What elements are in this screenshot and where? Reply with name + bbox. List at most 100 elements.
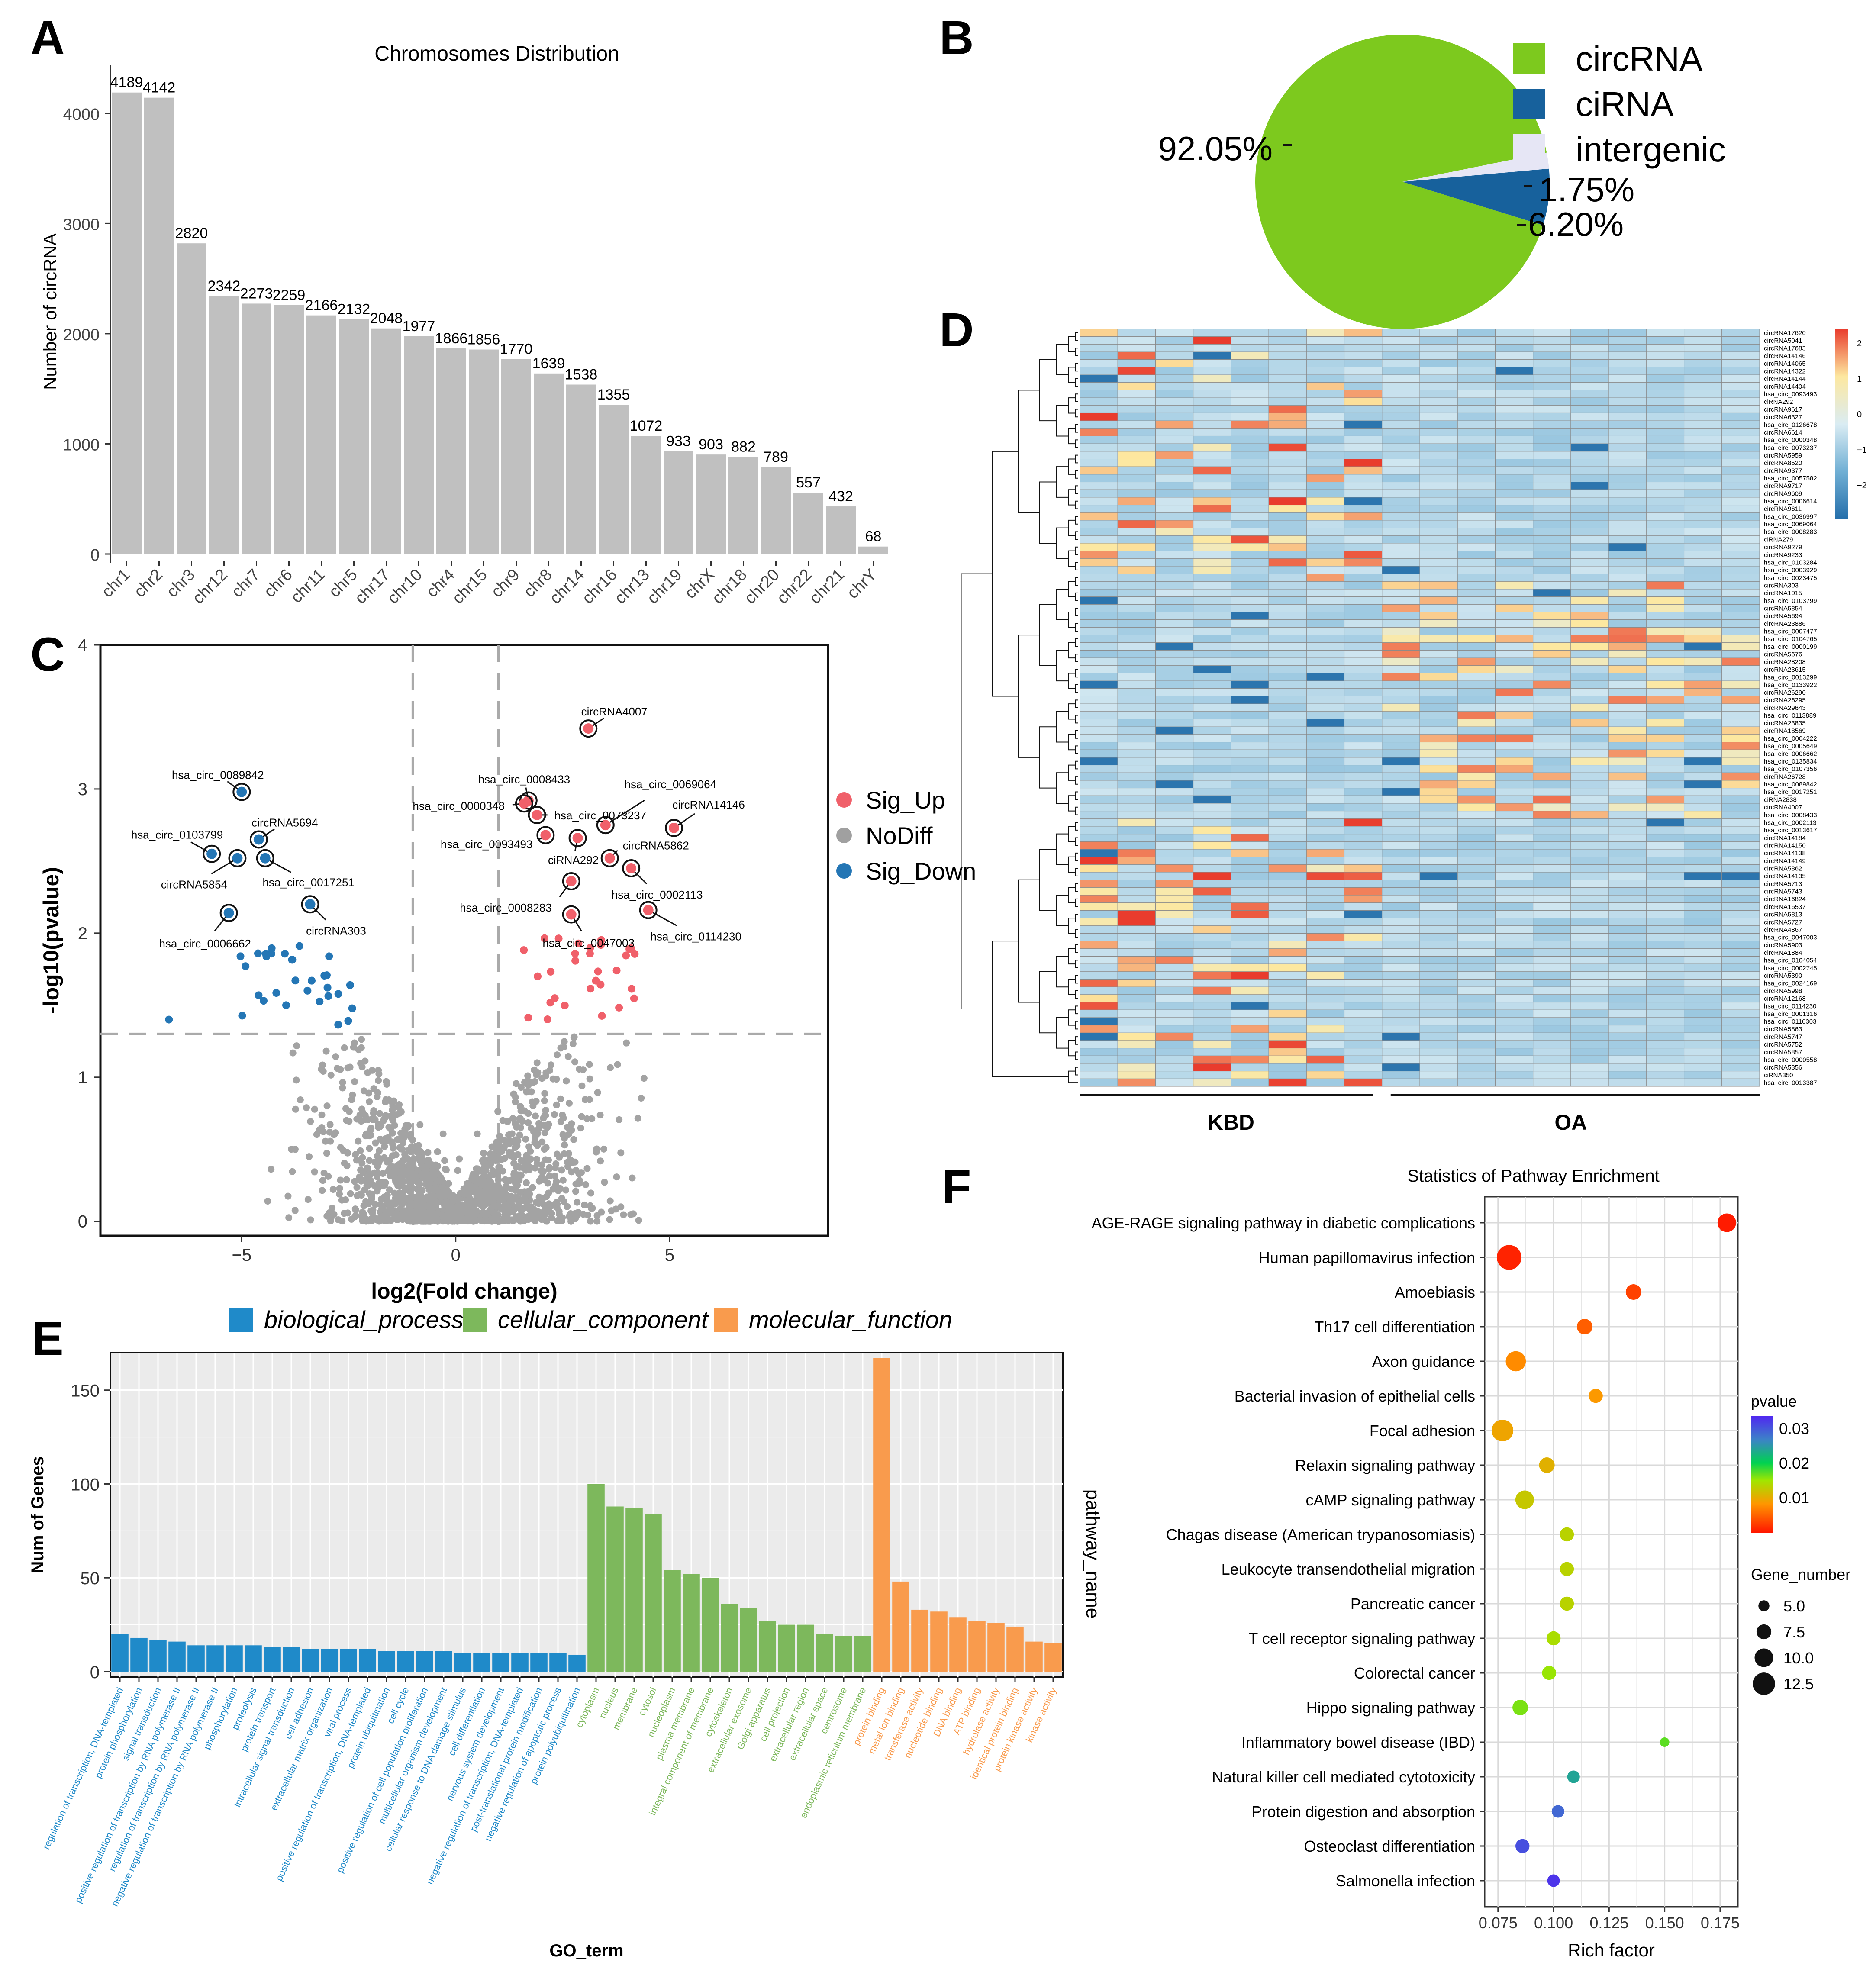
heatmap-cell xyxy=(1080,749,1118,758)
nodiff-point xyxy=(410,1146,418,1153)
heatmap-cell xyxy=(1419,1063,1458,1072)
heatmap-cell xyxy=(1570,551,1609,559)
heatmap-cell xyxy=(1382,535,1420,544)
heatmap-cell xyxy=(1155,933,1194,941)
nodiff-point xyxy=(537,1210,544,1218)
heatmap-cell xyxy=(1495,535,1534,544)
heatmap-cell xyxy=(1570,902,1609,911)
heatmap-row-label: hsa_circ_0047003 xyxy=(1764,934,1817,941)
heatmap-cell xyxy=(1533,612,1571,620)
nodiff-point xyxy=(419,1199,426,1206)
heatmap-cell xyxy=(1684,826,1722,835)
nodiff-point xyxy=(545,1200,553,1208)
heatmap-cell xyxy=(1684,895,1722,903)
heatmap-cell xyxy=(1646,596,1685,605)
heatmap-cell xyxy=(1080,412,1118,421)
heatmap-cell xyxy=(1080,971,1118,980)
heatmap-cell xyxy=(1193,397,1231,406)
heatmap-cell xyxy=(1721,749,1760,758)
heatmap-cell xyxy=(1684,872,1722,880)
heatmap-cell xyxy=(1306,1055,1345,1064)
nodiff-point xyxy=(415,1142,422,1149)
heatmap-cell xyxy=(1646,711,1685,720)
heatmap-cell xyxy=(1646,642,1685,651)
heatmap-cell xyxy=(1155,551,1194,559)
nodiff-point xyxy=(541,1097,548,1104)
labeled-point xyxy=(232,853,243,864)
heatmap-cell xyxy=(1344,941,1383,949)
heatmap-cell xyxy=(1193,971,1231,980)
heatmap-cell xyxy=(1117,918,1156,926)
heatmap-cell xyxy=(1306,374,1345,383)
heatmap-cell xyxy=(1721,1063,1760,1072)
heatmap-cell xyxy=(1495,635,1534,643)
heatmap-row-label: circRNA14138 xyxy=(1764,850,1806,857)
heatmap-cell xyxy=(1193,574,1231,582)
heatmap-cell xyxy=(1570,428,1609,436)
heatmap-cell xyxy=(1268,520,1307,528)
heatmap-cell xyxy=(1231,367,1269,375)
heatmap-cell xyxy=(1117,451,1156,460)
heatmap-cell xyxy=(1495,986,1534,995)
heatmap-cell xyxy=(1344,963,1383,972)
heatmap-cell xyxy=(1193,520,1231,528)
heatmap-cell xyxy=(1268,994,1307,1003)
heatmap-row-label: hsa_circ_0104765 xyxy=(1764,635,1817,643)
heatmap-cell xyxy=(1080,880,1118,888)
heatmap-cell xyxy=(1608,336,1647,345)
heatmap-cell xyxy=(1344,788,1383,796)
heatmap-cell xyxy=(1684,857,1722,865)
heatmap-cell xyxy=(1495,703,1534,712)
heatmap-cell xyxy=(1646,788,1685,796)
y-tick-label: 0 xyxy=(90,1663,100,1682)
legend-marker xyxy=(836,863,852,879)
heatmap-cell xyxy=(1231,703,1269,712)
heatmap-cell xyxy=(1457,841,1496,850)
nodiff-point xyxy=(517,1084,525,1091)
nodiff-point xyxy=(541,1090,548,1097)
sig-up-point xyxy=(615,1003,623,1012)
nodiff-point xyxy=(293,1042,300,1050)
nodiff-point xyxy=(570,1034,577,1041)
heatmap-cell xyxy=(1721,688,1760,696)
heatmap-cell xyxy=(1382,344,1420,352)
heatmap-cell xyxy=(1457,412,1496,421)
heatmap-cell xyxy=(1268,657,1307,666)
heatmap-row-label: circRNA4007 xyxy=(1764,804,1802,811)
nodiff-point xyxy=(311,1168,318,1176)
heatmap-cell xyxy=(1721,374,1760,383)
heatmap-cell xyxy=(1155,857,1194,865)
heatmap-cell xyxy=(1570,650,1609,658)
heatmap-cell xyxy=(1684,650,1722,658)
bar-value-label: 2048 xyxy=(370,310,403,327)
x-tick-label: 0 xyxy=(451,1246,461,1265)
nodiff-point xyxy=(355,1137,362,1145)
heatmap-cell xyxy=(1608,482,1647,490)
bar xyxy=(728,457,758,554)
heatmap-cell xyxy=(1080,443,1118,452)
heatmap-cell xyxy=(1382,1009,1420,1018)
heatmap-cell xyxy=(1193,963,1231,972)
heatmap-cell xyxy=(1117,505,1156,513)
x-tick-label: 0.100 xyxy=(1534,1914,1573,1932)
heatmap-cell xyxy=(1382,1017,1420,1026)
heatmap-cell xyxy=(1608,673,1647,681)
heatmap-cell xyxy=(1306,772,1345,781)
nodiff-point xyxy=(427,1193,434,1201)
bar-value-label: 432 xyxy=(828,488,853,505)
labeled-point-ring xyxy=(596,816,615,835)
heatmap-cell xyxy=(1533,336,1571,345)
heatmap-cell xyxy=(1382,673,1420,681)
heatmap-cell xyxy=(1533,688,1571,696)
nodiff-point xyxy=(525,1166,533,1173)
heatmap-cell xyxy=(1193,382,1231,390)
panel-label: B xyxy=(939,11,973,64)
heatmap-cell xyxy=(1344,948,1383,957)
nodiff-point xyxy=(513,1080,520,1087)
heatmap-cell xyxy=(1155,1071,1194,1079)
heatmap-cell xyxy=(1495,329,1534,337)
heatmap-cell xyxy=(1155,612,1194,620)
heatmap-cell xyxy=(1382,887,1420,896)
heatmap-cell xyxy=(1419,872,1458,880)
heatmap-cell xyxy=(1457,1071,1496,1079)
